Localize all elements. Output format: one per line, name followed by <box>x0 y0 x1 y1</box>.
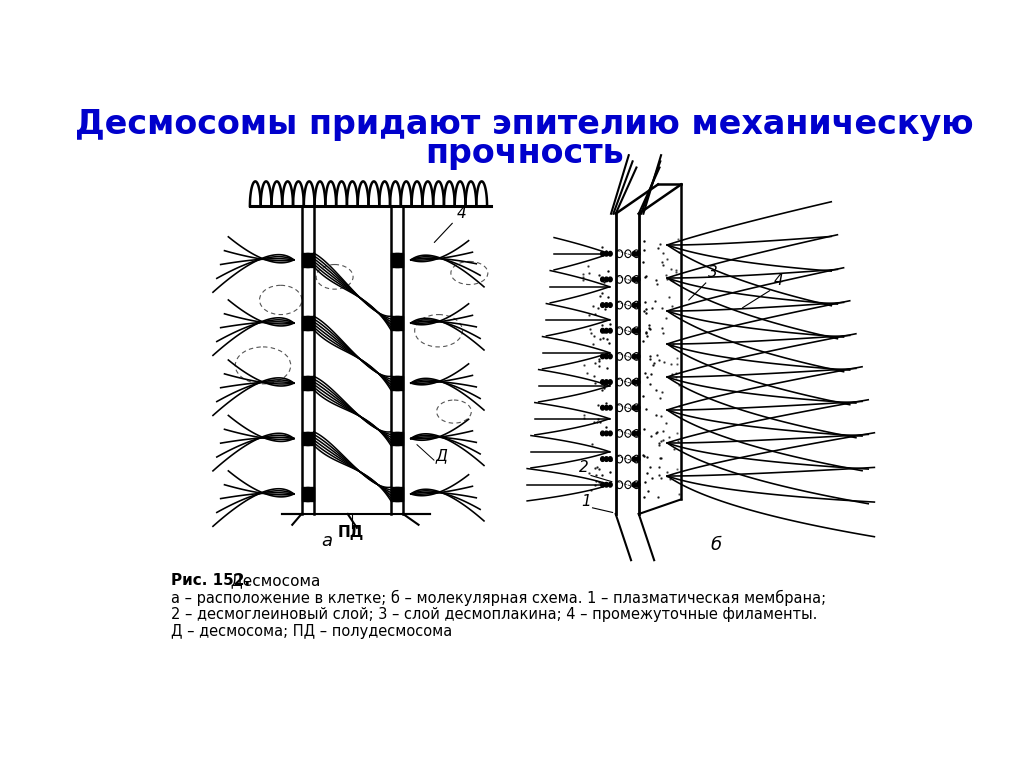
Bar <box>301 316 309 330</box>
Bar <box>306 432 313 446</box>
Text: 2: 2 <box>579 459 589 475</box>
Ellipse shape <box>636 431 640 436</box>
Bar <box>301 432 309 446</box>
Ellipse shape <box>636 354 640 359</box>
Text: прочность: прочность <box>425 137 625 170</box>
Ellipse shape <box>604 277 608 281</box>
Text: Д – десмосома; ПД – полудесмосома: Д – десмосома; ПД – полудесмосома <box>171 624 452 639</box>
Bar <box>391 316 398 330</box>
Bar <box>391 487 398 501</box>
Text: Десмосомы придают эпителию механическую: Десмосомы придают эпителию механическую <box>76 108 974 141</box>
Ellipse shape <box>636 303 640 308</box>
Ellipse shape <box>608 406 612 410</box>
Ellipse shape <box>632 406 636 410</box>
Ellipse shape <box>601 457 604 462</box>
Bar <box>391 376 398 390</box>
Bar <box>301 487 309 501</box>
Ellipse shape <box>604 482 608 487</box>
Text: ПД: ПД <box>338 525 364 540</box>
Bar <box>301 253 309 267</box>
Text: 4: 4 <box>773 272 783 288</box>
Bar <box>306 376 313 390</box>
Bar <box>306 316 313 330</box>
Ellipse shape <box>608 277 612 281</box>
Ellipse shape <box>604 328 608 333</box>
Ellipse shape <box>601 252 604 256</box>
Ellipse shape <box>636 277 640 281</box>
Ellipse shape <box>608 354 612 359</box>
Ellipse shape <box>608 457 612 462</box>
Ellipse shape <box>608 482 612 487</box>
Bar <box>395 487 403 501</box>
Bar <box>391 253 398 267</box>
Ellipse shape <box>636 380 640 384</box>
Text: 2 – десмоглеиновый слой; 3 – слой десмоплакина; 4 – промежуточные филаменты.: 2 – десмоглеиновый слой; 3 – слой десмоп… <box>171 607 817 622</box>
Ellipse shape <box>608 303 612 308</box>
Ellipse shape <box>632 328 636 333</box>
Ellipse shape <box>632 457 636 462</box>
Ellipse shape <box>601 303 604 308</box>
Bar <box>395 376 403 390</box>
Bar <box>395 432 403 446</box>
Bar <box>391 432 398 446</box>
Ellipse shape <box>608 431 612 436</box>
Ellipse shape <box>632 252 636 256</box>
Ellipse shape <box>604 380 608 384</box>
Bar <box>301 376 309 390</box>
Bar <box>395 253 403 267</box>
Text: Д: Д <box>435 448 447 463</box>
Ellipse shape <box>632 354 636 359</box>
Bar <box>306 487 313 501</box>
Ellipse shape <box>601 328 604 333</box>
Ellipse shape <box>632 277 636 281</box>
Ellipse shape <box>601 354 604 359</box>
Text: 3: 3 <box>708 265 718 280</box>
Bar <box>306 253 313 267</box>
Ellipse shape <box>608 380 612 384</box>
Ellipse shape <box>636 406 640 410</box>
Ellipse shape <box>632 303 636 308</box>
Ellipse shape <box>601 406 604 410</box>
Ellipse shape <box>604 406 608 410</box>
Ellipse shape <box>608 328 612 333</box>
Ellipse shape <box>636 482 640 487</box>
Ellipse shape <box>604 252 608 256</box>
Ellipse shape <box>601 431 604 436</box>
Text: б: б <box>711 536 721 555</box>
Ellipse shape <box>604 354 608 359</box>
Text: а: а <box>322 532 333 551</box>
Text: 4: 4 <box>434 206 467 242</box>
Bar <box>395 316 403 330</box>
Ellipse shape <box>608 252 612 256</box>
Ellipse shape <box>636 457 640 462</box>
Ellipse shape <box>604 457 608 462</box>
Text: Рис. 152.: Рис. 152. <box>171 573 250 588</box>
Ellipse shape <box>636 252 640 256</box>
Ellipse shape <box>636 328 640 333</box>
Ellipse shape <box>601 380 604 384</box>
Text: Десмосома: Десмосома <box>226 573 321 588</box>
Ellipse shape <box>632 380 636 384</box>
Ellipse shape <box>632 431 636 436</box>
Text: 1: 1 <box>581 494 591 509</box>
Ellipse shape <box>601 482 604 487</box>
Ellipse shape <box>604 303 608 308</box>
Ellipse shape <box>604 431 608 436</box>
Ellipse shape <box>632 482 636 487</box>
Ellipse shape <box>601 277 604 281</box>
Text: а – расположение в клетке; б – молекулярная схема. 1 – плазматическая мембрана;: а – расположение в клетке; б – молекуляр… <box>171 591 825 607</box>
